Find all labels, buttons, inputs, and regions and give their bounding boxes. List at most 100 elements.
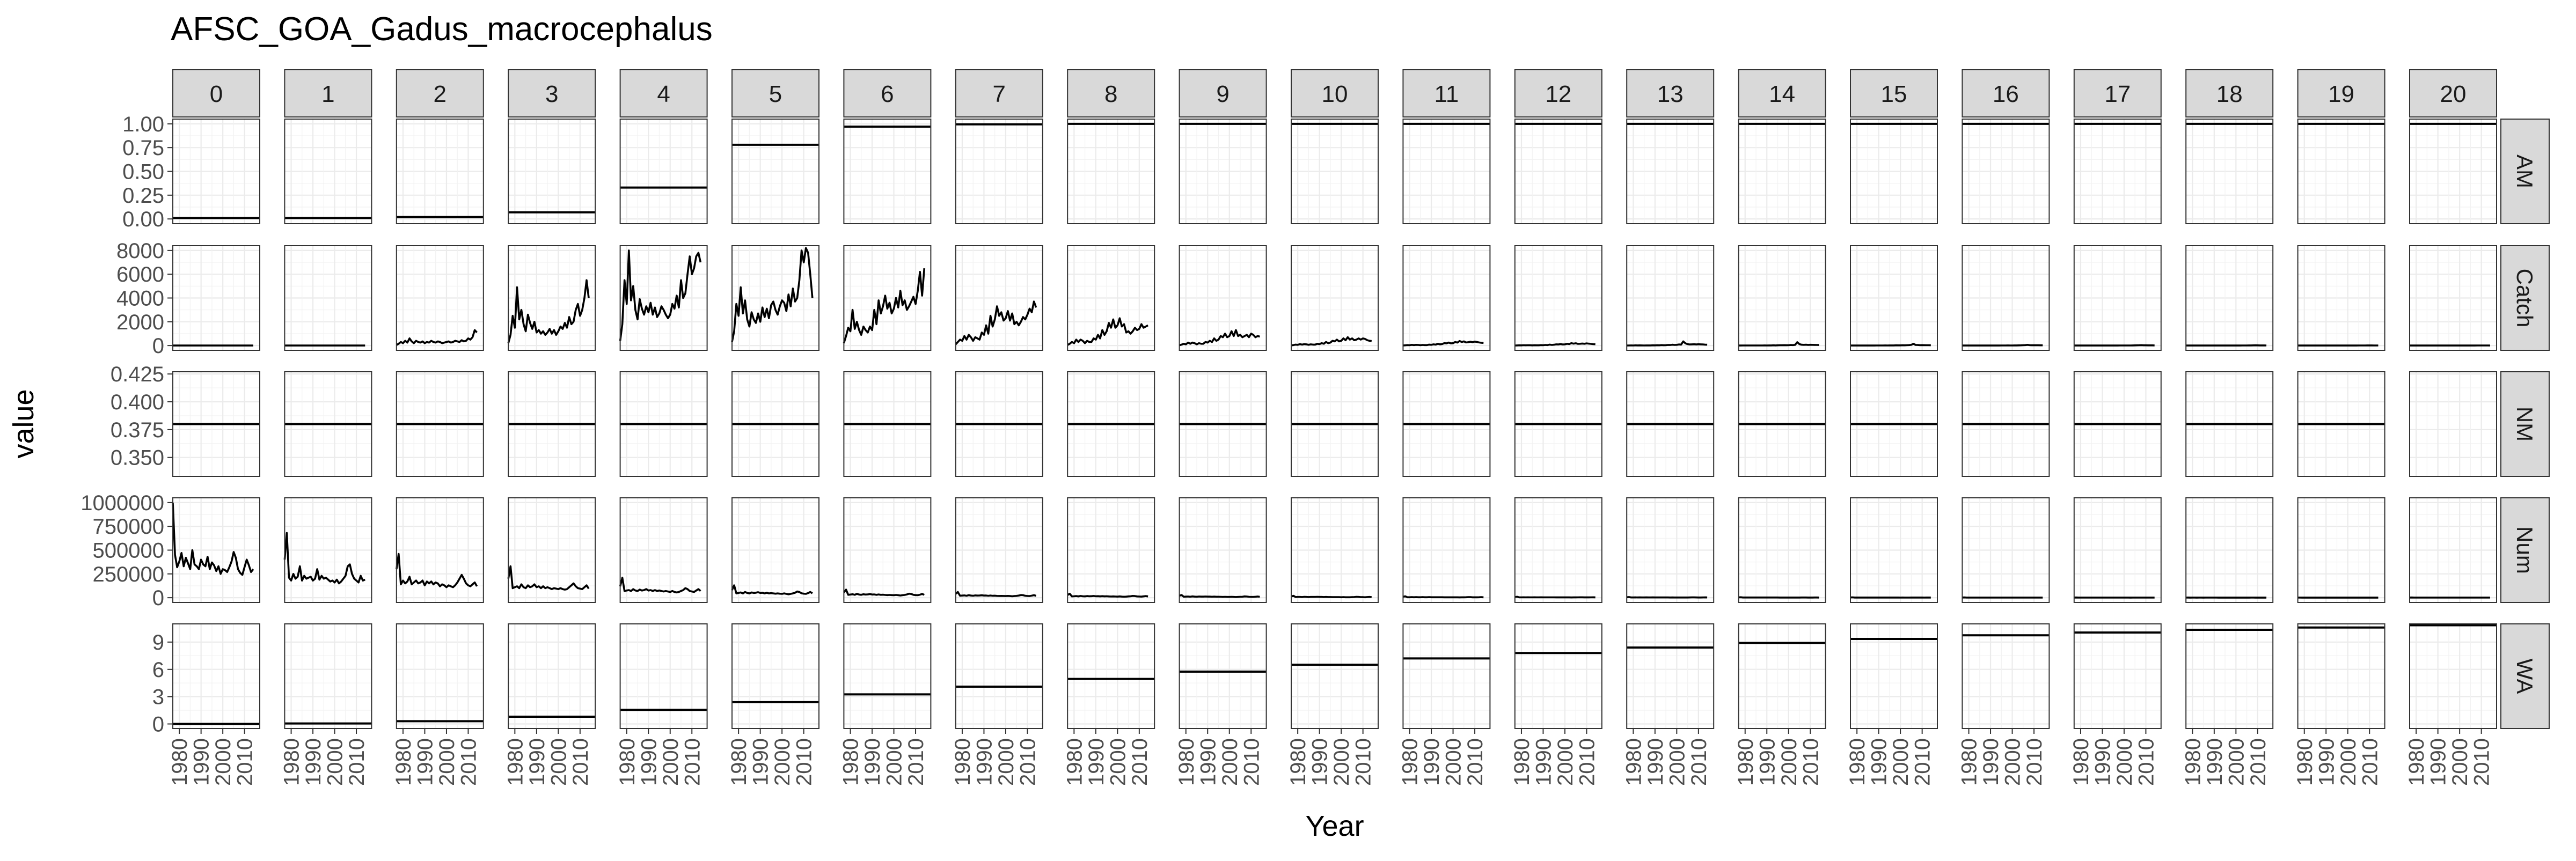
x-tick-label: 1980 [392, 738, 415, 786]
x-tick-label: 1980 [1063, 738, 1086, 786]
facet-strip-label-col-6: 6 [881, 81, 894, 107]
x-tick-label: 1990 [1979, 738, 2003, 786]
facet-strip-label-col-8: 8 [1104, 81, 1117, 107]
facet-strip-label-col-4: 4 [657, 81, 670, 107]
x-tick-label: 1980 [1622, 738, 1645, 786]
y-tick-label-am: 0.50 [122, 160, 164, 184]
panel-bg-wa-19 [2298, 624, 2385, 728]
x-tick-label: 1980 [1734, 738, 1758, 786]
x-tick-label: 2000 [324, 738, 347, 786]
x-tick-label: 1980 [280, 738, 304, 786]
x-tick-label: 2010 [1911, 738, 1935, 786]
x-tick-label: 2000 [771, 738, 794, 786]
x-tick-label: 2000 [2337, 738, 2360, 786]
panel-bg-wa-10 [1291, 624, 1378, 728]
facet-strip-label-col-3: 3 [545, 81, 558, 107]
y-tick-label-nm: 0.425 [111, 363, 164, 386]
facet-strip-label-col-13: 13 [1657, 81, 1684, 107]
panel-bg-wa-8 [1067, 624, 1154, 728]
x-tick-label: 2000 [1218, 738, 1242, 786]
x-tick-label: 1980 [2293, 738, 2317, 786]
x-tick-label: 2000 [547, 738, 570, 786]
x-tick-label: 1980 [168, 738, 192, 786]
facet-strip-label-col-7: 7 [993, 81, 1006, 107]
x-tick-label: 1980 [1399, 738, 1422, 786]
x-tick-label: 2000 [1777, 738, 1801, 786]
facet-strip-label-row-am: AM [2512, 154, 2537, 188]
x-tick-label: 1990 [525, 738, 549, 786]
facet-strip-label-row-nm: NM [2512, 407, 2537, 441]
y-tick-label-nm: 0.350 [111, 446, 164, 470]
x-tick-label: 1990 [1085, 738, 1108, 786]
x-tick-label: 1980 [1286, 738, 1310, 786]
panel-bg-wa-0 [173, 624, 260, 728]
facet-strip-label-row-catch: Catch [2512, 269, 2537, 328]
x-tick-label: 1990 [1868, 738, 1891, 786]
series-line-num-age-13 [1627, 597, 1707, 598]
y-tick-label-wa: 0 [152, 713, 164, 737]
facet-strip-label-col-16: 16 [1993, 81, 2019, 107]
facet-strip-label-col-5: 5 [769, 81, 782, 107]
y-tick-label-catch: 2000 [116, 311, 164, 334]
y-tick-label-am: 1.00 [122, 113, 164, 136]
x-tick-label: 1980 [839, 738, 863, 786]
x-tick-label: 1990 [2427, 738, 2450, 786]
x-tick-label: 1990 [972, 738, 996, 786]
x-tick-label: 2010 [457, 738, 480, 786]
panel-bg-wa-6 [844, 624, 931, 728]
facet-strip-label-col-12: 12 [1545, 81, 1571, 107]
y-tick-label-nm: 0.400 [111, 391, 164, 414]
x-tick-label: 2000 [2448, 738, 2472, 786]
facet-strip-label-col-10: 10 [1322, 81, 1348, 107]
x-tick-label: 1990 [637, 738, 661, 786]
x-tick-label: 2010 [2023, 738, 2046, 786]
x-tick-label: 2000 [659, 738, 683, 786]
x-tick-label: 2010 [1240, 738, 1263, 786]
x-tick-label: 2010 [2470, 738, 2494, 786]
facet-strip-label-col-11: 11 [1435, 81, 1459, 107]
x-tick-label: 2000 [211, 738, 235, 786]
x-tick-label: 2000 [1889, 738, 1913, 786]
x-tick-label: 2010 [2358, 738, 2382, 786]
x-tick-label: 1990 [2315, 738, 2338, 786]
x-tick-label: 2000 [1554, 738, 1577, 786]
x-tick-label: 2000 [435, 738, 459, 786]
x-tick-label: 1980 [2181, 738, 2205, 786]
x-tick-label: 2010 [680, 738, 704, 786]
y-axis-title: value [8, 389, 40, 458]
x-tick-label: 1990 [2203, 738, 2227, 786]
x-tick-label: 2000 [1330, 738, 1353, 786]
x-tick-label: 1990 [413, 738, 437, 786]
facet-strip-label-row-num: Num [2512, 526, 2537, 574]
panel-bg-wa-4 [620, 624, 707, 728]
x-tick-label: 2000 [2001, 738, 2025, 786]
panel-bg-wa-3 [508, 624, 595, 728]
x-tick-label: 2010 [1575, 738, 1599, 786]
panel-bg-wa-20 [2410, 624, 2497, 728]
panel-bg-wa-1 [284, 624, 371, 728]
facet-strip-label-col-15: 15 [1881, 81, 1907, 107]
panel-bg-wa-2 [397, 624, 484, 728]
x-tick-label: 1980 [727, 738, 751, 786]
x-tick-label: 2010 [1463, 738, 1487, 786]
x-tick-label: 1980 [2069, 738, 2093, 786]
series-line-num-age-11 [1403, 597, 1483, 598]
y-tick-label-catch: 4000 [116, 287, 164, 311]
y-tick-label-catch: 8000 [116, 239, 164, 263]
panel-bg-wa-16 [1962, 624, 2049, 728]
y-tick-label-wa: 9 [152, 631, 164, 654]
y-tick-label-catch: 6000 [116, 263, 164, 286]
x-tick-label: 1990 [861, 738, 884, 786]
chart-title: AFSC_GOA_Gadus_macrocephalus [171, 11, 713, 48]
x-tick-label: 2010 [569, 738, 592, 786]
x-tick-label: 1990 [1644, 738, 1667, 786]
x-tick-label: 2010 [1799, 738, 1823, 786]
x-tick-label: 1990 [1532, 738, 1555, 786]
panel-bg-wa-12 [1515, 624, 1602, 728]
facet-strip-label-col-2: 2 [434, 81, 447, 107]
x-tick-label: 2000 [2113, 738, 2136, 786]
y-tick-label-wa: 3 [152, 686, 164, 709]
y-tick-label-am: 0.25 [122, 184, 164, 208]
x-tick-label: 1980 [503, 738, 527, 786]
y-tick-label-catch: 0 [152, 334, 164, 358]
